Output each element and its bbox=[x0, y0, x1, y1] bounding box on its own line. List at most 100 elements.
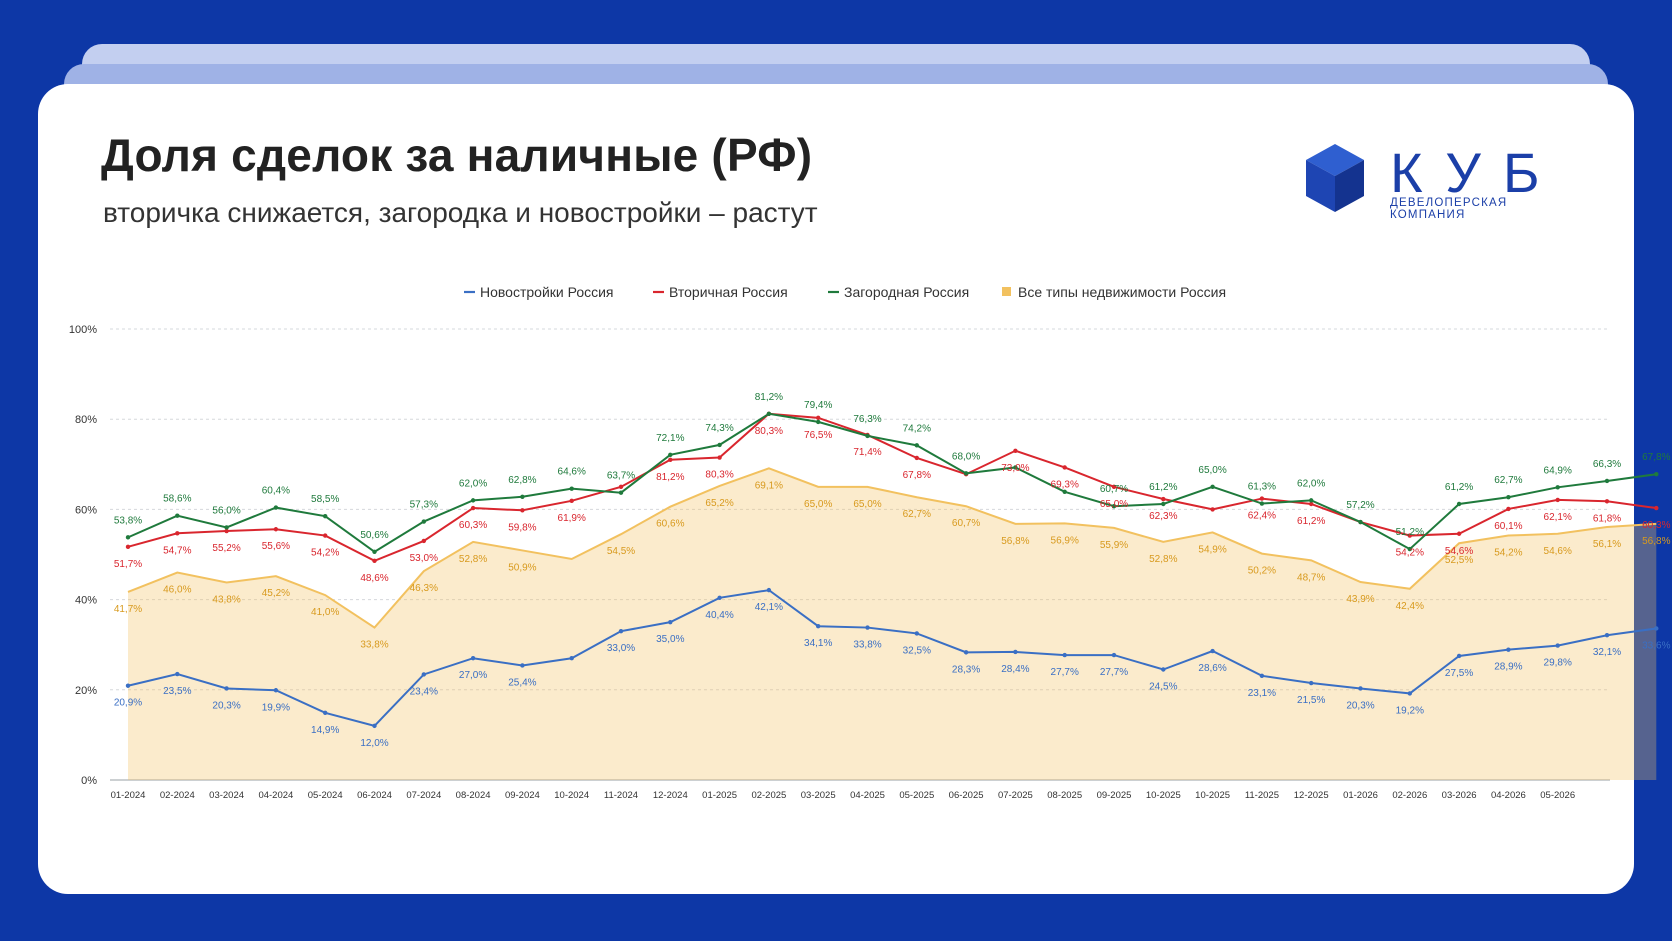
data-point bbox=[1407, 546, 1413, 552]
data-label: 54,5% bbox=[607, 546, 635, 557]
data-point bbox=[273, 688, 279, 693]
data-label: 68,0% bbox=[952, 451, 980, 462]
data-label: 80,3% bbox=[705, 470, 733, 481]
data-label: 45,2% bbox=[262, 588, 290, 599]
data-point bbox=[372, 558, 377, 564]
data-point bbox=[224, 528, 229, 534]
data-point bbox=[569, 486, 574, 491]
x-tick-label: 10-2025 bbox=[1146, 790, 1181, 801]
company-logo: КУБ ДЕВЕЛОПЕРСКАЯ КОМПАНИЯ bbox=[1304, 140, 1584, 221]
data-point bbox=[1309, 680, 1314, 686]
data-label: 54,2% bbox=[311, 548, 339, 559]
data-label: 52,8% bbox=[1149, 554, 1177, 565]
data-label: 28,6% bbox=[1198, 663, 1226, 674]
x-tick-label: 01-2025 bbox=[702, 790, 737, 801]
data-label: 72,1% bbox=[656, 433, 684, 444]
data-label: 67,8% bbox=[903, 470, 931, 481]
data-point bbox=[717, 455, 722, 460]
data-point bbox=[1259, 673, 1265, 679]
data-label: 20,3% bbox=[1346, 700, 1374, 711]
x-tick-label: 08-2024 bbox=[456, 790, 491, 801]
data-point bbox=[963, 650, 969, 655]
data-label: 54,2% bbox=[1396, 548, 1424, 559]
data-point bbox=[1506, 506, 1511, 512]
data-point bbox=[569, 498, 574, 504]
data-point bbox=[1259, 496, 1265, 501]
data-point bbox=[372, 723, 377, 729]
series-line-country bbox=[127, 412, 1657, 553]
legend-label: Новостройки Россия bbox=[480, 284, 614, 300]
data-label: 54,2% bbox=[1494, 548, 1522, 559]
data-label: 65,2% bbox=[705, 498, 733, 509]
data-point bbox=[1407, 533, 1413, 538]
area-fill-all-types bbox=[128, 468, 1657, 780]
data-point bbox=[175, 513, 180, 518]
x-tick-label: 04-2024 bbox=[258, 790, 293, 801]
data-label: 55,6% bbox=[262, 541, 290, 552]
data-point bbox=[1210, 507, 1215, 512]
data-label: 56,0% bbox=[212, 505, 240, 516]
x-tick-label: 05-2025 bbox=[899, 790, 934, 801]
data-label: 74,2% bbox=[903, 423, 931, 434]
data-point bbox=[125, 544, 131, 550]
data-point bbox=[1210, 648, 1215, 654]
x-tick-label: 12-2024 bbox=[653, 790, 688, 801]
data-point bbox=[1161, 496, 1166, 502]
x-tick-label: 03-2024 bbox=[209, 790, 244, 801]
data-label: 53,8% bbox=[114, 515, 142, 526]
x-tick-label: 01-2024 bbox=[111, 790, 146, 801]
data-label: 46,0% bbox=[163, 585, 191, 596]
data-label: 52,8% bbox=[459, 554, 487, 565]
data-point bbox=[470, 498, 476, 503]
logo-wordmark: КУБ bbox=[1390, 141, 1562, 204]
data-point bbox=[816, 624, 821, 629]
data-point bbox=[1210, 484, 1215, 490]
data-point bbox=[717, 442, 722, 448]
legend-swatch bbox=[1002, 287, 1011, 296]
data-label: 74,3% bbox=[705, 423, 733, 434]
data-label: 62,0% bbox=[1297, 478, 1325, 489]
data-label: 27,7% bbox=[1051, 667, 1079, 678]
data-label: 61,3% bbox=[1248, 482, 1276, 493]
data-label: 69,1% bbox=[755, 480, 783, 491]
data-point bbox=[323, 533, 328, 538]
data-point bbox=[914, 455, 919, 461]
data-label: 62,0% bbox=[459, 478, 487, 489]
y-tick-label: 20% bbox=[75, 685, 97, 697]
data-label: 63,7% bbox=[607, 471, 635, 482]
data-label: 73,0% bbox=[1001, 463, 1029, 474]
x-tick-label: 04-2026 bbox=[1491, 790, 1526, 801]
data-label: 34,1% bbox=[804, 638, 832, 649]
data-point bbox=[963, 471, 969, 476]
x-tick-label: 07-2025 bbox=[998, 790, 1033, 801]
data-label: 51,2% bbox=[1396, 527, 1424, 538]
data-label: 32,1% bbox=[1593, 647, 1621, 658]
data-label: 40,4% bbox=[705, 610, 733, 621]
data-point bbox=[1456, 531, 1462, 536]
y-tick-label: 100% bbox=[69, 324, 97, 336]
data-label: 62,7% bbox=[903, 509, 931, 520]
data-point bbox=[668, 457, 673, 462]
data-label: 28,9% bbox=[1494, 662, 1522, 673]
data-label: 67,8% bbox=[1642, 452, 1670, 463]
data-point bbox=[1555, 485, 1560, 490]
data-label: 57,2% bbox=[1346, 500, 1374, 511]
x-tick-label: 02-2025 bbox=[751, 790, 786, 801]
data-point bbox=[865, 625, 870, 630]
data-point bbox=[372, 549, 377, 554]
data-point bbox=[1111, 484, 1117, 490]
data-point bbox=[1259, 501, 1265, 506]
data-label: 48,6% bbox=[360, 573, 388, 584]
data-point bbox=[125, 535, 131, 540]
data-label: 35,0% bbox=[656, 634, 684, 645]
data-point bbox=[1062, 489, 1067, 495]
data-point bbox=[1407, 691, 1413, 696]
data-point bbox=[766, 587, 772, 593]
data-label: 61,8% bbox=[1593, 513, 1621, 524]
data-point bbox=[520, 663, 525, 668]
data-point bbox=[470, 656, 476, 661]
data-label: 33,8% bbox=[853, 640, 881, 651]
x-tick-label: 08-2025 bbox=[1047, 790, 1082, 801]
data-label: 27,7% bbox=[1100, 667, 1128, 678]
